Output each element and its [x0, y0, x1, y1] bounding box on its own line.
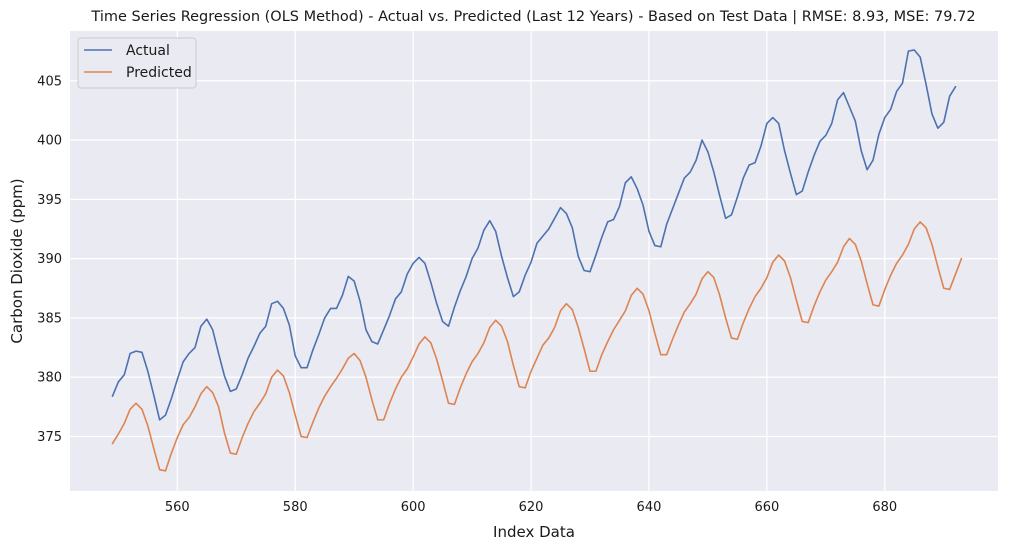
x-tick-label: 580	[283, 500, 308, 515]
series-line-actual	[111, 49, 957, 421]
y-tick-label: 390	[37, 252, 62, 267]
x-tick-label: 660	[754, 500, 779, 515]
y-axis-label: Carbon Dioxide (ppm)	[8, 178, 26, 343]
chart-title: Time Series Regression (OLS Method) - Ac…	[90, 9, 975, 25]
y-tick-label: 380	[37, 371, 62, 386]
y-tick-label: 400	[37, 134, 62, 149]
y-tick-label: 385	[37, 311, 62, 326]
legend-label-predicted: Predicted	[126, 65, 192, 81]
y-tick-label: 375	[37, 430, 62, 445]
series-lines	[111, 49, 963, 472]
tick-labels: 560 580 600 620 640 660 680 375 380 385 390 395 400 4…	[37, 74, 897, 515]
series-line-predicted	[111, 221, 963, 472]
x-tick-label: 640	[637, 500, 662, 515]
x-tick-label: 620	[519, 500, 544, 515]
x-axis-label: Index Data	[493, 523, 575, 541]
y-tick-label: 395	[37, 193, 62, 208]
x-tick-label: 680	[872, 500, 897, 515]
legend: Actual Predicted	[77, 37, 197, 89]
gridlines	[70, 31, 998, 491]
y-tick-label: 405	[37, 74, 62, 89]
plot-area	[70, 31, 998, 491]
x-tick-label: 600	[401, 500, 426, 515]
legend-label-actual: Actual	[126, 43, 170, 59]
x-tick-label: 560	[165, 500, 190, 515]
